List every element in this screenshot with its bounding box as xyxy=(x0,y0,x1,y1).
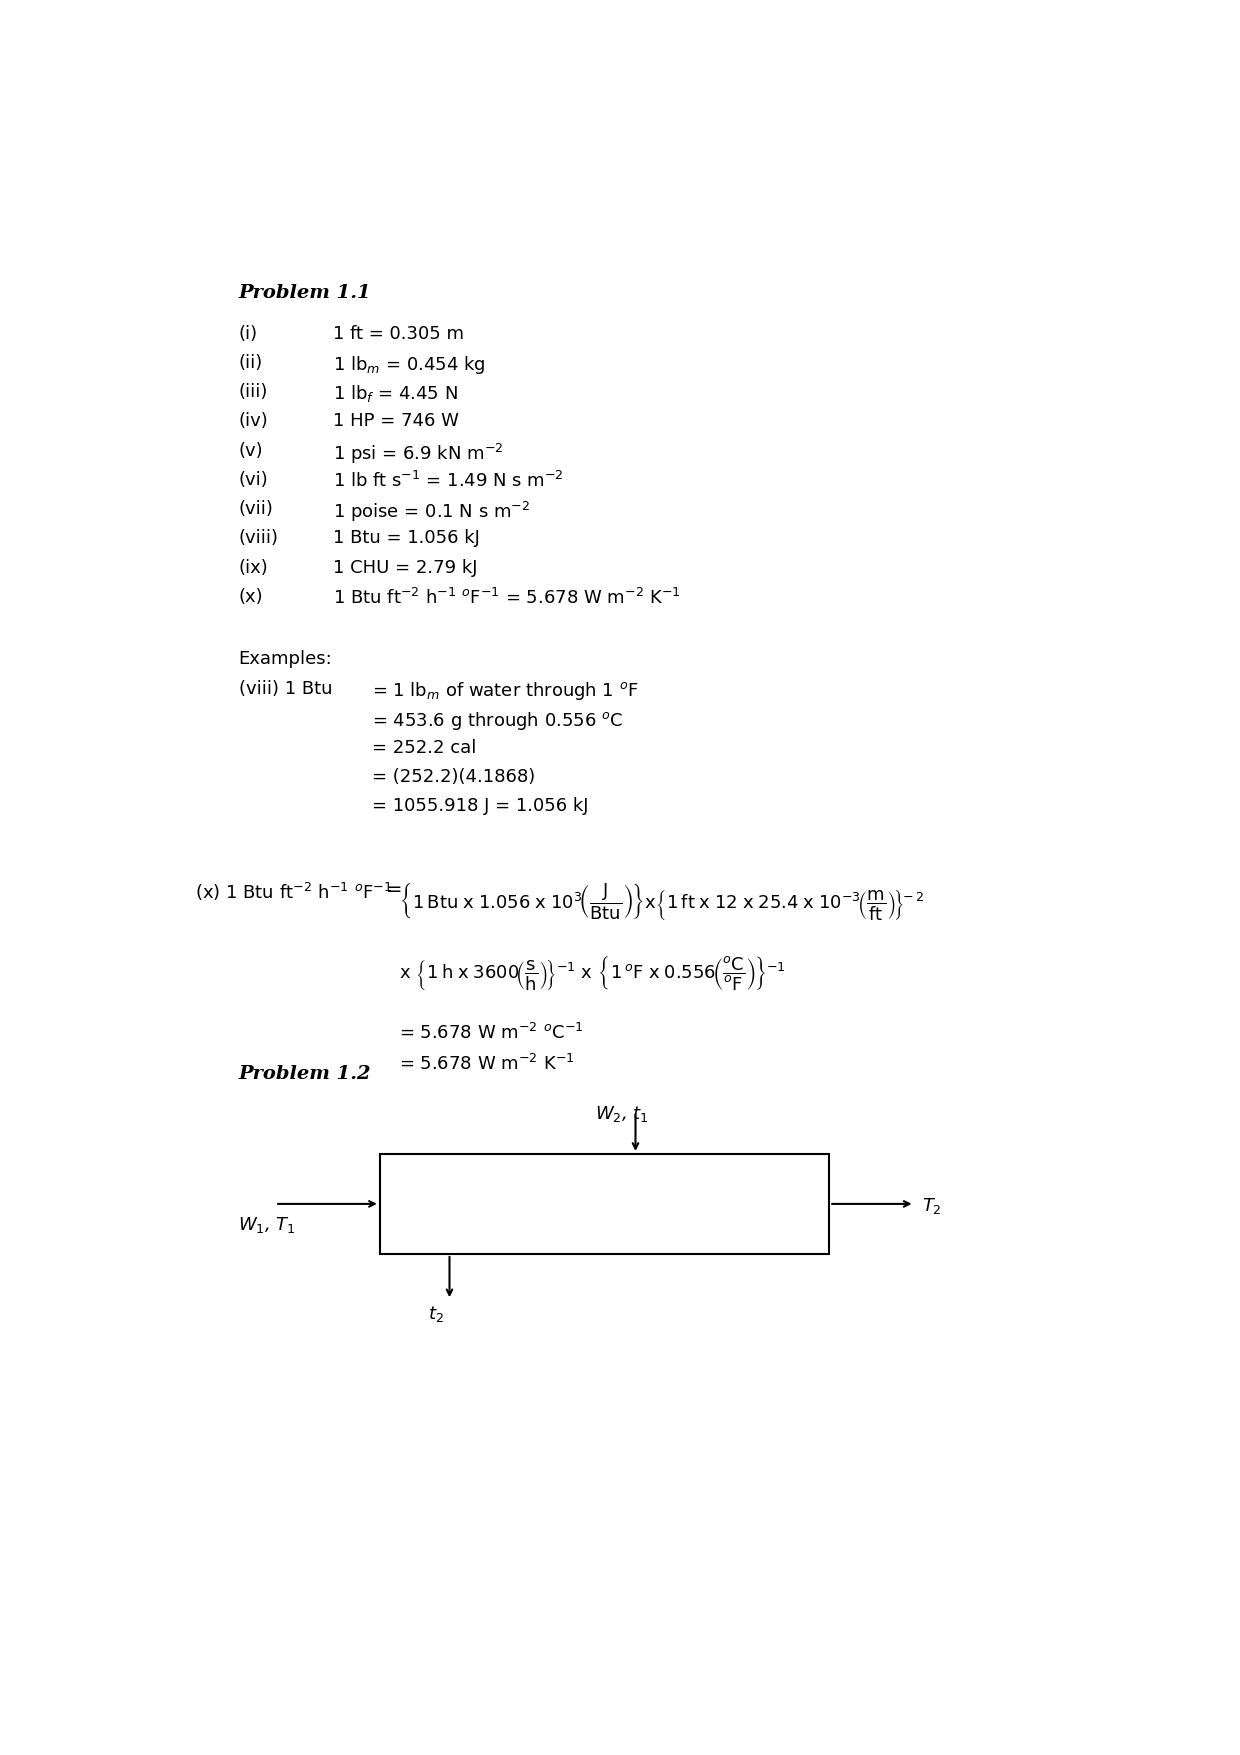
Text: 1 poise = 0.1 N s m$^{-2}$: 1 poise = 0.1 N s m$^{-2}$ xyxy=(334,500,531,525)
Text: 1 ft = 0.305 m: 1 ft = 0.305 m xyxy=(334,325,464,342)
Bar xyxy=(379,1153,830,1255)
Text: 1 psi = 6.9 kN m$^{-2}$: 1 psi = 6.9 kN m$^{-2}$ xyxy=(334,442,503,465)
Text: $W_2$, $t_1$: $W_2$, $t_1$ xyxy=(595,1104,649,1123)
Text: (viii) 1 Btu: (viii) 1 Btu xyxy=(238,681,332,698)
Text: 1 HP = 746 W: 1 HP = 746 W xyxy=(334,412,459,430)
Text: (iii): (iii) xyxy=(238,383,268,402)
Text: = 1 lb$_m$ of water through 1 $^o$F: = 1 lb$_m$ of water through 1 $^o$F xyxy=(372,681,639,702)
Text: Problem 1.1: Problem 1.1 xyxy=(238,284,371,302)
Text: = 5.678 W m$^{-2}$ K$^{-1}$: = 5.678 W m$^{-2}$ K$^{-1}$ xyxy=(399,1053,574,1074)
Text: Examples:: Examples: xyxy=(238,649,332,667)
Text: (v): (v) xyxy=(238,442,263,460)
Text: (ii): (ii) xyxy=(238,355,263,372)
Text: $W_1$, $T_1$: $W_1$, $T_1$ xyxy=(238,1216,295,1236)
Text: x $\left\{1\,\mathrm{h\;x\;3600}\!\left(\dfrac{\mathrm{s}}{\mathrm{h}}\right)\!\: x $\left\{1\,\mathrm{h\;x\;3600}\!\left(… xyxy=(399,953,786,992)
Text: (viii): (viii) xyxy=(238,530,279,548)
Text: = (252.2)(4.1868): = (252.2)(4.1868) xyxy=(372,769,536,786)
Text: (vii): (vii) xyxy=(238,500,274,518)
Text: 1 lb$_m$ = 0.454 kg: 1 lb$_m$ = 0.454 kg xyxy=(334,355,486,376)
Text: (ix): (ix) xyxy=(238,558,268,577)
Text: (x) 1 Btu ft$^{-2}$ h$^{-1}$ $^o$F$^{-1}$: (x) 1 Btu ft$^{-2}$ h$^{-1}$ $^o$F$^{-1}… xyxy=(196,881,393,902)
Text: $t_2$: $t_2$ xyxy=(428,1304,444,1323)
Text: = 5.678 W m$^{-2}$ $^o$C$^{-1}$: = 5.678 W m$^{-2}$ $^o$C$^{-1}$ xyxy=(399,1023,584,1042)
Text: 1 Btu = 1.056 kJ: 1 Btu = 1.056 kJ xyxy=(334,530,480,548)
Text: = 453.6 g through 0.556 $^o$C: = 453.6 g through 0.556 $^o$C xyxy=(372,709,624,732)
Text: Problem 1.2: Problem 1.2 xyxy=(238,1065,371,1083)
Text: = 1055.918 J = 1.056 kJ: = 1055.918 J = 1.056 kJ xyxy=(372,797,589,816)
Text: = 252.2 cal: = 252.2 cal xyxy=(372,739,476,756)
Text: (i): (i) xyxy=(238,325,258,342)
Text: 1 lb ft s$^{-1}$ = 1.49 N s m$^{-2}$: 1 lb ft s$^{-1}$ = 1.49 N s m$^{-2}$ xyxy=(334,470,564,491)
Text: (iv): (iv) xyxy=(238,412,268,430)
Text: =: = xyxy=(386,881,403,900)
Text: 1 CHU = 2.79 kJ: 1 CHU = 2.79 kJ xyxy=(334,558,477,577)
Text: $T_2$: $T_2$ xyxy=(923,1197,942,1216)
Text: (x): (x) xyxy=(238,588,263,605)
Text: 1 Btu ft$^{-2}$ h$^{-1}$ $^o$F$^{-1}$ = 5.678 W m$^{-2}$ K$^{-1}$: 1 Btu ft$^{-2}$ h$^{-1}$ $^o$F$^{-1}$ = … xyxy=(334,588,681,607)
Text: (vi): (vi) xyxy=(238,470,268,490)
Text: $\left\{1\,\mathrm{Btu\;x\;1.056\;x\;10}^3\!\left(\dfrac{\mathrm{J}}{\mathrm{Btu: $\left\{1\,\mathrm{Btu\;x\;1.056\;x\;10}… xyxy=(399,881,924,921)
Text: 1 lb$_f$ = 4.45 N: 1 lb$_f$ = 4.45 N xyxy=(334,383,458,404)
